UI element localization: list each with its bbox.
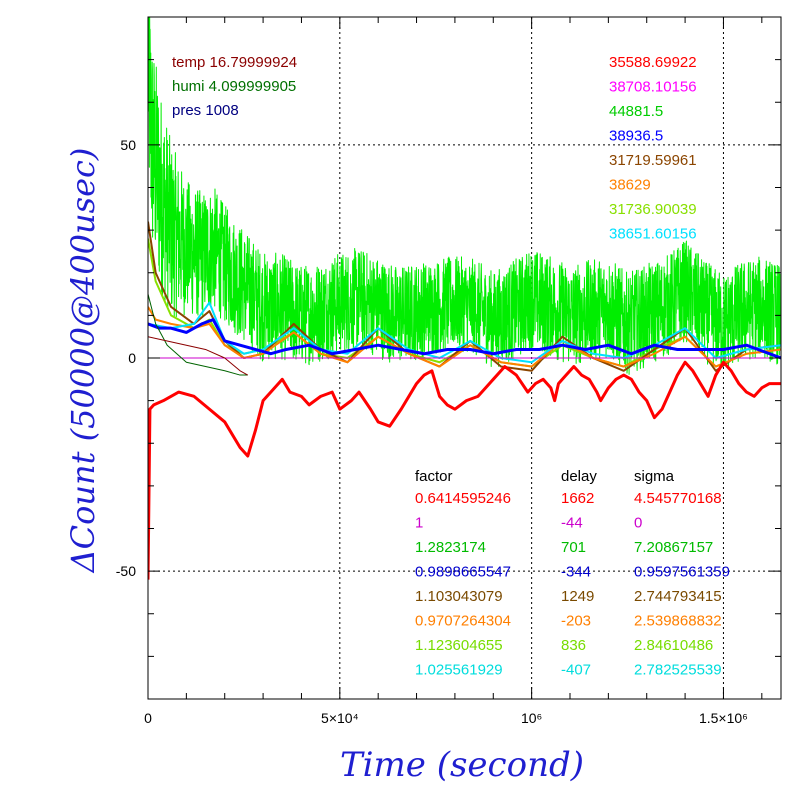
series-value-item: 38651.60156 <box>609 226 697 243</box>
x-tick-label: 1.5×10⁶ <box>699 710 748 726</box>
stats-cell-delay: -344 <box>561 564 591 581</box>
series-value-item: 31736.90039 <box>609 201 697 218</box>
stats-cell-delay: -203 <box>561 613 591 630</box>
stats-cell-factor: 0.9707264304 <box>415 613 511 630</box>
series-value-list: 35588.69922 38708.10156 44881.5 38936.5 3171… <box>609 54 697 243</box>
stats-cell-factor: 1.025561929 <box>415 662 503 679</box>
stats-header: sigma <box>634 468 675 485</box>
x-axis-title: Time (second) <box>340 745 584 785</box>
stats-cell-delay: 836 <box>561 637 586 654</box>
x-tick-label: 5×10⁴ <box>321 710 359 726</box>
series-value-item: 38936.5 <box>609 128 663 145</box>
stats-cell-sigma: 7.20867157 <box>634 539 713 556</box>
y-tick-label: 50 <box>120 137 136 153</box>
series-value-item: 38708.10156 <box>609 79 697 96</box>
x-tick-label: 10⁶ <box>521 710 542 726</box>
stats-cell-sigma: 2.782525539 <box>634 662 722 679</box>
stats-cell-delay: -407 <box>561 662 591 679</box>
stats-table: factor delay sigma 0.6414595246 1662 4.545770… <box>415 468 730 679</box>
y-tick-label: 0 <box>128 350 136 366</box>
series-line-0 <box>148 17 781 375</box>
stats-cell-sigma: 0 <box>634 515 642 532</box>
stats-cell-delay: 701 <box>561 539 586 556</box>
series-line-9 <box>148 360 781 580</box>
y-tick-label: -50 <box>116 563 136 579</box>
stats-cell-sigma: 2.539868832 <box>634 613 722 630</box>
env-legend-item: pres 1008 <box>172 102 239 119</box>
stats-cell-factor: 1.123604655 <box>415 637 503 654</box>
stats-cell-delay: 1249 <box>561 588 594 605</box>
series-value-item: 44881.5 <box>609 103 663 120</box>
stats-cell-factor: 1 <box>415 515 423 532</box>
stats-cell-delay: 1662 <box>561 490 594 507</box>
stats-cell-sigma: 2.744793415 <box>634 588 722 605</box>
series-value-item: 35588.69922 <box>609 54 697 71</box>
series-line-5 <box>148 318 781 360</box>
stats-cell-delay: -44 <box>561 515 583 532</box>
series-value-item: 31719.59961 <box>609 152 697 169</box>
env-legend-item: temp 16.79999924 <box>172 54 297 71</box>
stats-header: factor <box>415 468 453 485</box>
stats-cell-sigma: 0.9597561359 <box>634 564 730 581</box>
ticks: 0 5×10⁴ 10⁶ 1.5×10⁶ 50 0 -50 <box>116 17 781 726</box>
stats-cell-factor: 0.6414595246 <box>415 490 511 507</box>
stats-cell-factor: 1.103043079 <box>415 588 503 605</box>
x-tick-label: 0 <box>144 710 152 726</box>
stats-cell-sigma: 4.545770168 <box>634 490 722 507</box>
series-value-item: 38629 <box>609 177 651 194</box>
stats-cell-factor: 0.9898665547 <box>415 564 511 581</box>
y-axis-title: ΔCount (50000@400usec) <box>64 148 102 575</box>
stats-header: delay <box>561 468 597 485</box>
stats-cell-factor: 1.2823174 <box>415 539 486 556</box>
series-line-8 <box>148 336 248 376</box>
series-line-7 <box>148 293 248 376</box>
env-legend-item: humi 4.099999905 <box>172 78 296 95</box>
series-line-3 <box>148 306 781 368</box>
stats-cell-sigma: 2.84610486 <box>634 637 713 654</box>
env-legend: temp 16.79999924 humi 4.099999905 pres 100… <box>172 54 297 119</box>
series-layer <box>148 17 781 580</box>
